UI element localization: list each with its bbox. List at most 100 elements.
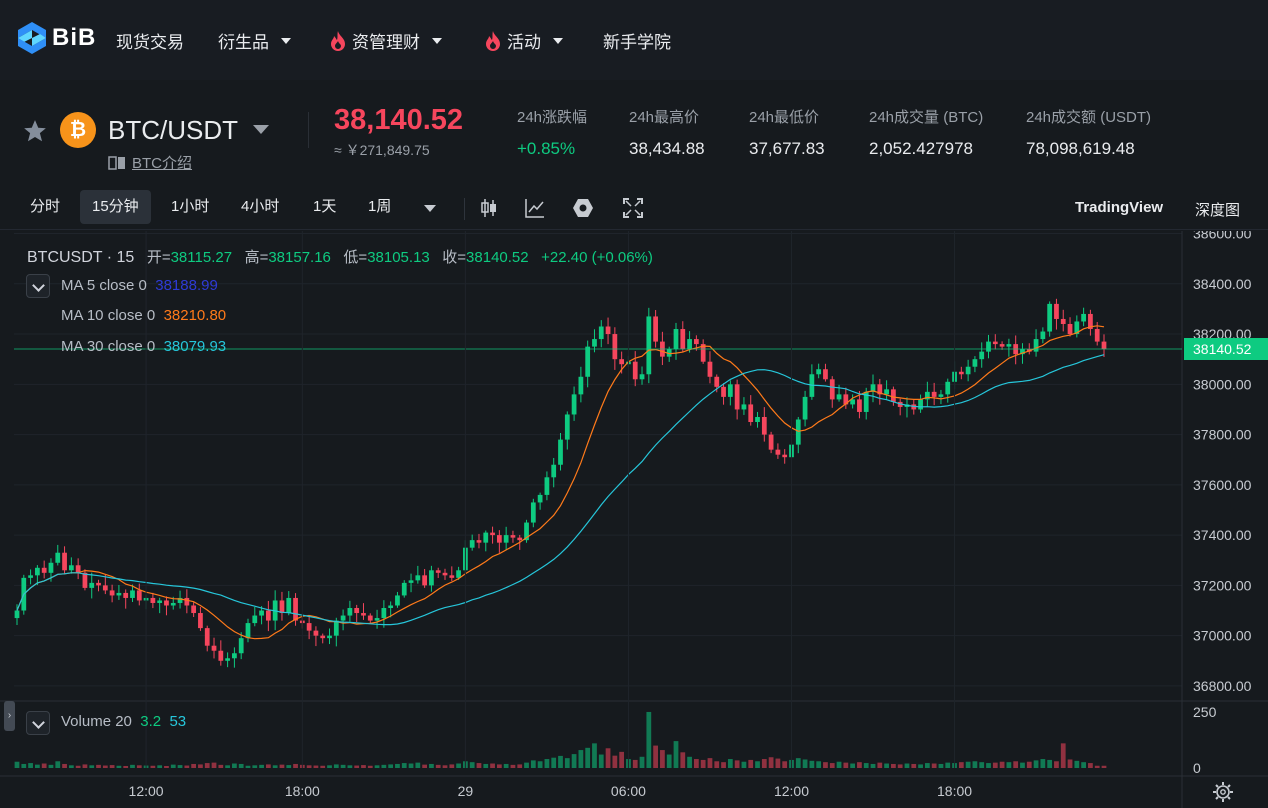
candle-body <box>218 650 224 661</box>
volume-bar <box>687 756 692 768</box>
price-tick-label: 38600.00 <box>1193 231 1252 242</box>
volume-bar <box>1040 759 1046 768</box>
candle-body <box>721 386 726 397</box>
nav-academy[interactable]: 新手学院 <box>603 28 671 53</box>
volume-bar <box>924 763 930 768</box>
side-panel-toggle[interactable]: › <box>4 701 15 731</box>
candle-body <box>306 623 312 631</box>
candle-body <box>55 552 61 563</box>
volume-bar <box>931 763 937 768</box>
tradingview-tab[interactable]: TradingView <box>1075 199 1164 216</box>
stat-24h-change: 24h涨跌幅 +0.85% <box>517 106 587 159</box>
volume-bar <box>639 756 645 768</box>
coin-intro-link[interactable]: BTC介绍 <box>108 152 192 173</box>
candle-body <box>415 575 421 581</box>
collapse-volume-button[interactable] <box>26 711 50 735</box>
depth-chart-tab[interactable]: 深度图 <box>1195 202 1241 219</box>
candle-body <box>972 359 978 367</box>
nav-label: 衍生品 <box>218 33 269 52</box>
volume-bar <box>564 758 570 768</box>
gear-icon[interactable] <box>1212 781 1234 803</box>
volume-value: 3.2 <box>140 713 162 730</box>
volume-bar <box>55 761 61 768</box>
last-price: 38,140.52 <box>334 104 464 136</box>
volume-bar <box>198 764 203 768</box>
trading-pair[interactable]: BTC/USDT <box>108 115 238 145</box>
volume-bar <box>1088 763 1093 768</box>
candle-body <box>252 615 258 624</box>
candle-body <box>333 620 339 636</box>
candle-body <box>1020 349 1025 355</box>
pair-dropdown-icon[interactable] <box>253 125 269 134</box>
timeframe-4h[interactable]: 4小时 <box>241 198 280 215</box>
candle-body <box>408 580 414 583</box>
timeframe-1d[interactable]: 1天 <box>313 198 337 215</box>
time-tick-label: 18:00 <box>285 783 320 799</box>
candle-body <box>293 597 298 621</box>
brand-logo[interactable]: BiB <box>18 22 96 54</box>
candle-body <box>578 376 584 395</box>
more-timeframes-icon[interactable] <box>424 205 436 212</box>
timeframe-realtime[interactable]: 分时 <box>30 198 61 215</box>
volume-bar <box>381 764 387 768</box>
time-tick-label: 12:00 <box>774 783 809 799</box>
volume-bar <box>1006 762 1012 768</box>
candle-body <box>782 454 788 458</box>
candle-body <box>1067 323 1073 335</box>
candlestick-chart-canvas[interactable]: 38600.0038400.0038200.0038000.0037800.00… <box>0 231 1268 808</box>
volume-bar <box>184 765 190 768</box>
volume-bar <box>612 755 618 768</box>
candle-type-icon[interactable] <box>478 197 500 219</box>
candle-body <box>680 329 686 350</box>
timeframe-15m[interactable]: 15分钟 <box>80 190 151 224</box>
timeframe-1w[interactable]: 1周 <box>368 198 392 215</box>
nav-activities[interactable]: 活动 <box>485 28 563 53</box>
ma-label: MA 10 close 0 <box>61 307 156 324</box>
volume-bar <box>422 764 428 768</box>
nav-derivatives[interactable]: 衍生品 <box>218 28 291 53</box>
favorite-star-icon[interactable] <box>22 118 48 144</box>
volume-bar <box>1013 761 1019 768</box>
candle-body <box>340 615 346 621</box>
legend-close: 38140.52 <box>466 249 529 266</box>
candle-body <box>123 592 129 598</box>
candle-body <box>836 394 842 400</box>
candle-body <box>979 351 985 360</box>
volume-bar <box>340 764 346 768</box>
volume-bar <box>524 762 529 768</box>
settings-hexagon-icon[interactable] <box>572 197 594 219</box>
volume-bar <box>986 763 991 768</box>
volume-tick-label: 0 <box>1193 760 1201 776</box>
candle-body <box>544 477 550 495</box>
chart-toolbar: 分时 15分钟 1小时 4小时 1天 1周 TradingView 深度图 <box>0 186 1268 230</box>
fullscreen-icon[interactable] <box>622 197 644 219</box>
price-chart[interactable]: 38600.00 38400.00 38200.00 38000.00 37800.00… <box>0 231 1268 808</box>
candle-body <box>483 532 489 543</box>
candle-body <box>116 592 122 596</box>
volume-bar <box>177 765 183 768</box>
nav-spot-trading[interactable]: 现货交易 <box>116 28 184 53</box>
candle-body <box>347 608 353 616</box>
volume-bar <box>109 765 115 768</box>
candle-body <box>164 600 169 606</box>
nav-wealth[interactable]: 资管理财 <box>330 28 442 53</box>
candle-body <box>177 597 183 603</box>
volume-bar <box>741 761 747 768</box>
indicators-icon[interactable] <box>524 197 546 219</box>
volume-bar <box>660 750 665 768</box>
candle-body <box>693 339 699 345</box>
candle-body <box>150 597 156 603</box>
candle-body <box>75 565 81 573</box>
volume-bar <box>592 743 597 768</box>
price-tick-label: 38000.00 <box>1193 376 1252 392</box>
volume-bar <box>979 762 985 768</box>
volume-bar <box>456 763 461 768</box>
timeframe-1h[interactable]: 1小时 <box>171 198 210 215</box>
volume-bar <box>429 763 434 768</box>
volume-bar <box>707 758 713 768</box>
collapse-indicators-button[interactable] <box>26 274 50 298</box>
candle-body <box>517 537 523 541</box>
volume-bar <box>816 761 822 768</box>
volume-bar <box>585 747 591 768</box>
volume-bar <box>1026 761 1032 768</box>
